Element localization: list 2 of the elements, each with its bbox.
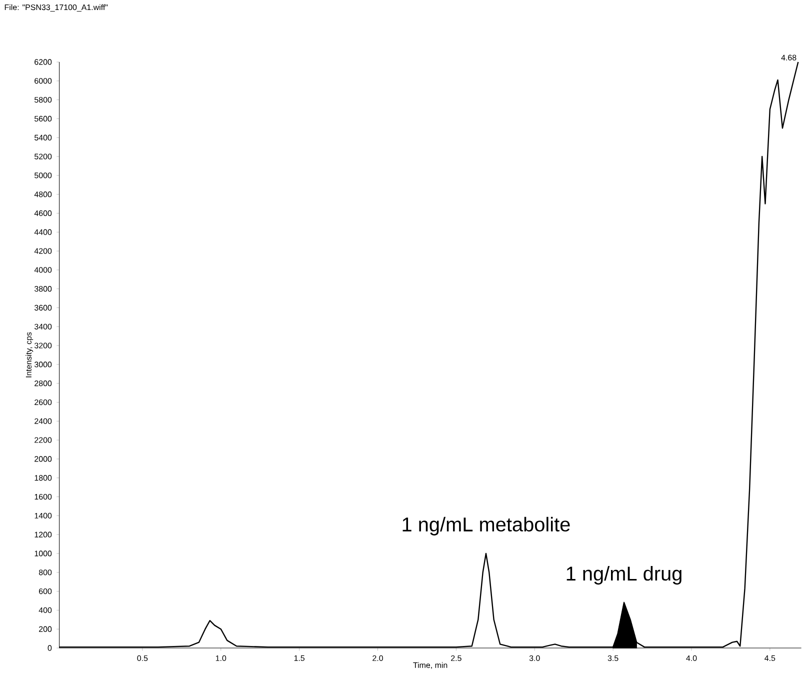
annotation: 1 ng/mL drug (566, 566, 682, 585)
annotation: 1 ng/mL metabolite (402, 516, 570, 536)
